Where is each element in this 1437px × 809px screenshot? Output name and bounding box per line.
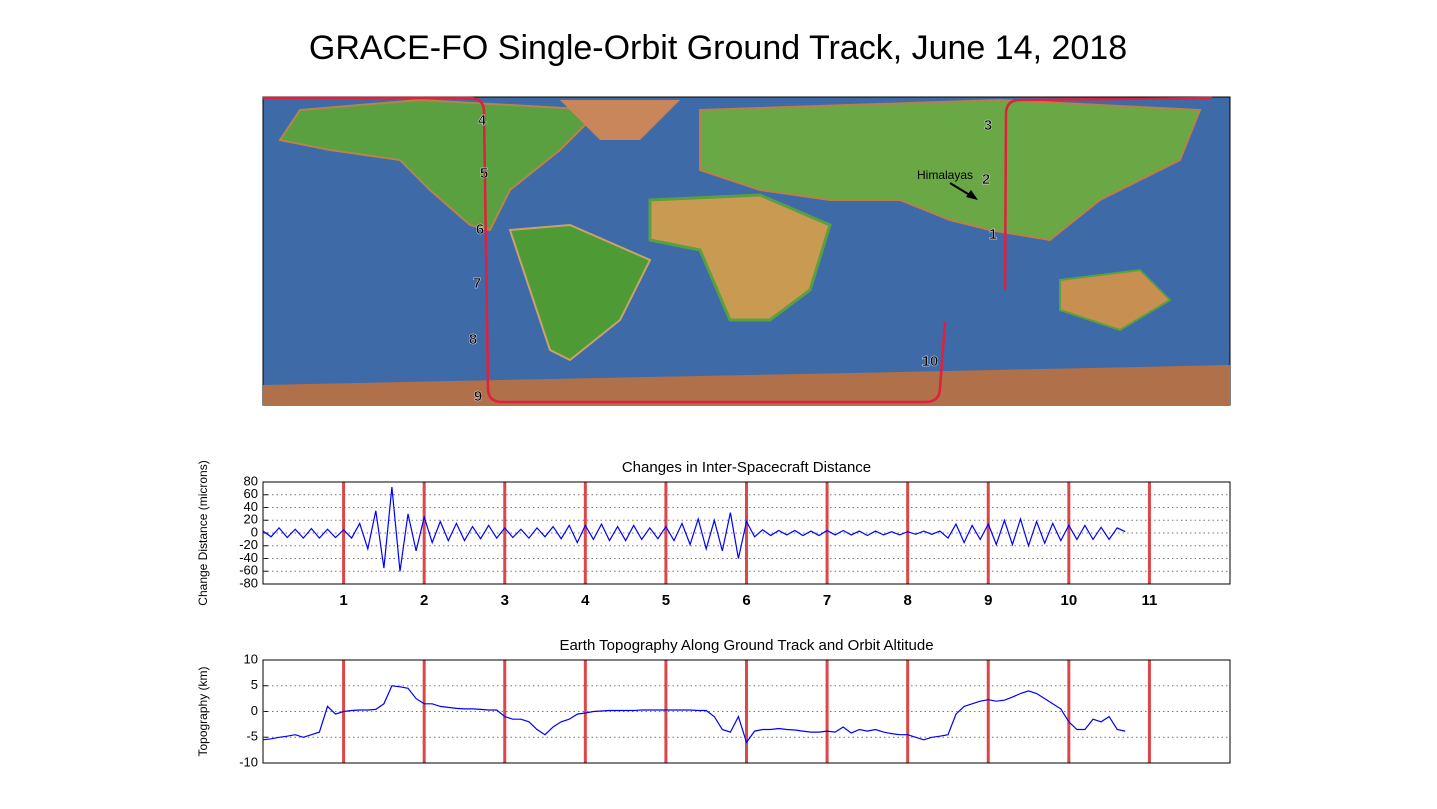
y-tick-label: 0 xyxy=(251,524,258,539)
chart-title: Earth Topography Along Ground Track and … xyxy=(559,637,933,654)
x-tick-label: 3 xyxy=(501,592,509,609)
plot-frame xyxy=(262,481,1231,585)
y-tick-label: 60 xyxy=(244,486,258,501)
map-annotation: Himalayas xyxy=(917,168,973,182)
y-tick-label: 20 xyxy=(244,512,258,527)
y-tick-label: -20 xyxy=(239,537,258,552)
x-tick-label: 7 xyxy=(823,592,831,609)
x-tick-label: 1 xyxy=(339,592,347,609)
ground-track xyxy=(263,96,947,404)
x-tick-label: 6 xyxy=(742,592,750,609)
eurasia xyxy=(699,98,1202,242)
x-tick-label: 9 xyxy=(984,592,992,609)
x-tick-label: 11 xyxy=(1141,592,1157,609)
antarctica xyxy=(263,365,1230,405)
y-tick-label: -10 xyxy=(239,754,258,769)
ground-track xyxy=(1003,96,1213,291)
data-line xyxy=(262,685,1126,744)
chart-title: Changes in Inter-Spacecraft Distance xyxy=(622,459,871,476)
greenland xyxy=(560,100,680,140)
track-marker: 4 xyxy=(478,112,487,129)
x-tick-label: 4 xyxy=(581,592,590,609)
x-tick-label: 5 xyxy=(662,592,670,609)
south-america xyxy=(508,223,652,362)
y-axis-label: Topography (km) xyxy=(196,666,210,756)
data-line xyxy=(262,487,1126,572)
world-map: Himalayas xyxy=(262,96,1231,406)
track-marker: 5 xyxy=(480,165,488,182)
australia xyxy=(1059,268,1172,332)
track-marker: 9 xyxy=(474,388,482,405)
plot-frame xyxy=(262,659,1231,764)
africa xyxy=(648,193,832,322)
track-marker: 8 xyxy=(469,331,477,348)
y-tick-label: 0 xyxy=(251,703,258,718)
y-tick-label: 80 xyxy=(244,473,258,488)
y-tick-label: 40 xyxy=(244,499,258,514)
x-tick-label: 8 xyxy=(903,592,911,609)
y-tick-label: -60 xyxy=(239,563,258,578)
y-tick-label: 5 xyxy=(251,677,258,692)
y-tick-label: 10 xyxy=(244,651,258,666)
arrow-head xyxy=(966,190,978,200)
track-marker: 10 xyxy=(922,353,939,370)
y-tick-label: -40 xyxy=(239,550,258,565)
track-marker: 3 xyxy=(984,117,992,134)
y-axis-label: Change Distance (microns) xyxy=(196,460,210,605)
x-tick-label: 10 xyxy=(1060,592,1077,609)
track-marker: 7 xyxy=(473,275,481,292)
x-tick-label: 2 xyxy=(420,592,428,609)
y-tick-label: -80 xyxy=(239,575,258,590)
track-marker: 6 xyxy=(476,221,484,238)
figure-title: GRACE-FO Single-Orbit Ground Track, June… xyxy=(309,29,1127,67)
y-tick-label: -5 xyxy=(246,729,258,744)
track-marker: 2 xyxy=(982,171,990,188)
track-marker: 1 xyxy=(989,226,997,243)
